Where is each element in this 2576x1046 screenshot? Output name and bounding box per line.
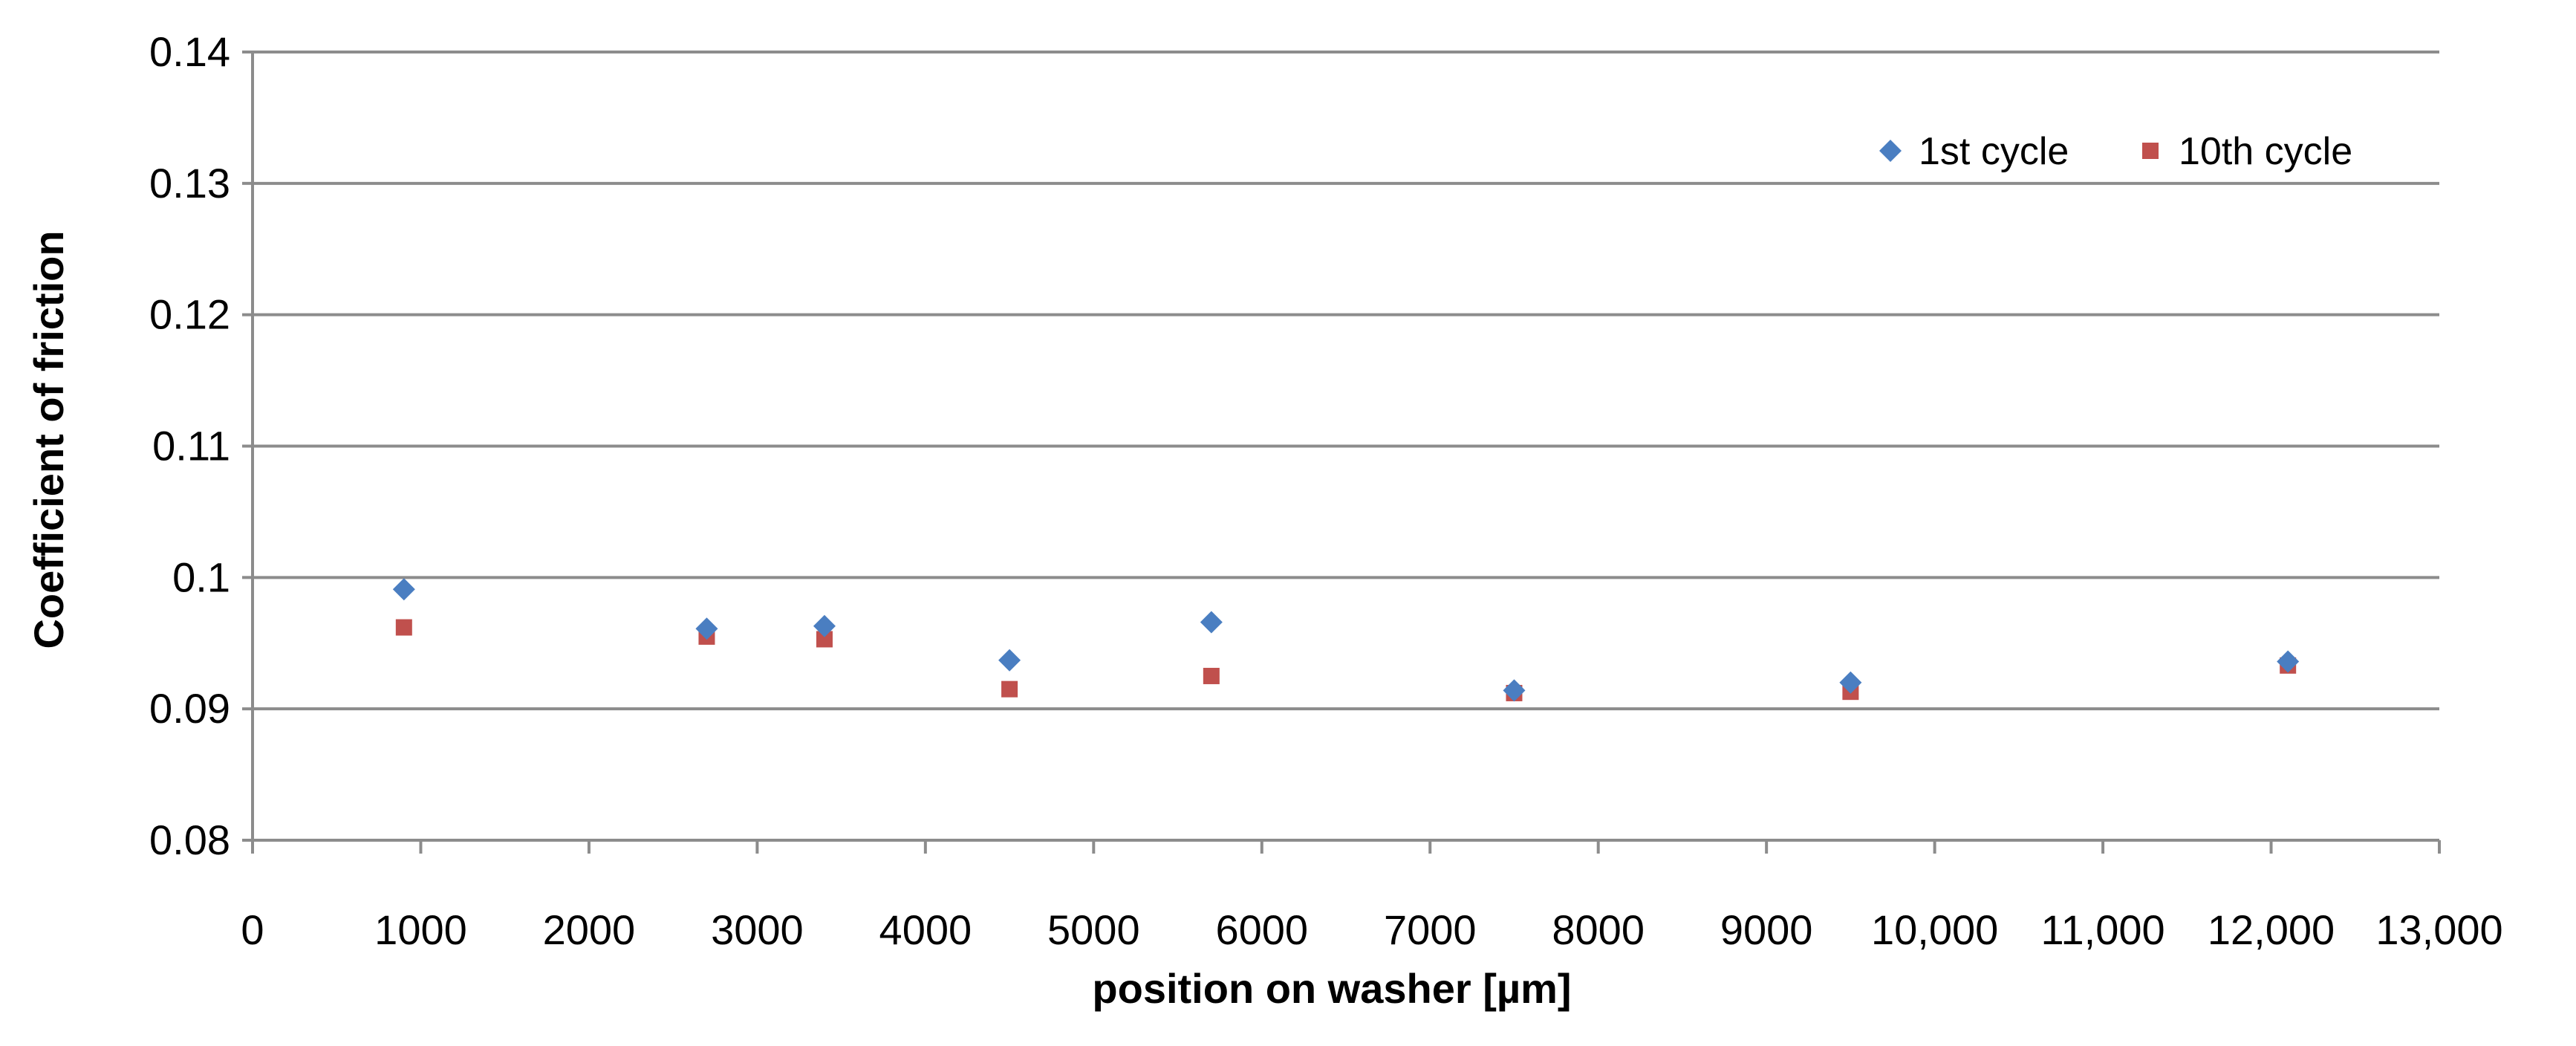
series-10th-cycle [395,619,2297,701]
x-axis-title: position on washer [µm] [1092,965,1571,1012]
data-point [695,617,718,640]
data-point [392,578,415,601]
y-tick-label: 0.12 [149,291,230,338]
y-tick-label: 0.08 [149,816,230,863]
x-tick-label: 7000 [1384,906,1477,953]
x-tick-label: 13,000 [2375,906,2502,953]
axes [242,51,2441,854]
data-point [2277,650,2300,673]
y-tick-label: 0.13 [149,160,230,207]
y-tick-label: 0.14 [149,28,230,75]
x-tick-label: 5000 [1047,906,1140,953]
legend-label: 1st cycle [1919,130,2069,173]
data-point [1503,679,1526,702]
x-tick-label: 9000 [1720,906,1813,953]
data-point [1200,611,1223,634]
x-tick-labels: 0 1000 2000 3000 4000 5000 6000 7000 8000 9000 10,… [241,906,2502,953]
x-tick-label: 10,000 [1871,906,1998,953]
legend-item: 1st cycle [1879,130,2069,173]
legend-marker [2142,143,2159,159]
data-point [816,631,833,648]
data-point [1203,667,1220,684]
data-series [392,578,2300,702]
legend-item: 10th cycle [2142,130,2352,173]
y-tick-label: 0.11 [152,423,230,470]
series-1st-cycle [392,578,2300,702]
y-axis-title: Coefficient of friction [25,230,72,649]
x-tick-label: 2000 [543,906,636,953]
data-point [1839,671,1862,694]
legend-label: 10th cycle [2179,130,2352,173]
x-tick-label: 11,000 [2041,906,2165,953]
x-tick-label: 3000 [711,906,804,953]
legend: 1st cycle 10th cycle [1879,130,2352,173]
data-point [1001,680,1018,698]
y-tick-label: 0.09 [149,685,230,732]
x-tick-label: 0 [241,906,264,953]
x-tick-label: 12,000 [2208,906,2335,953]
y-tick-label: 0.1 [172,553,230,600]
y-tick-labels: 0.08 0.09 0.1 0.11 0.12 0.13 0.14 [149,28,230,863]
gridlines [253,51,2439,711]
data-point [395,619,412,636]
x-tick-label: 4000 [879,906,972,953]
x-tick-label: 8000 [1552,906,1645,953]
legend-marker [1879,140,1902,162]
data-point [813,614,836,637]
data-point [998,649,1021,672]
x-tick-label: 6000 [1215,906,1308,953]
x-tick-label: 1000 [374,906,467,953]
